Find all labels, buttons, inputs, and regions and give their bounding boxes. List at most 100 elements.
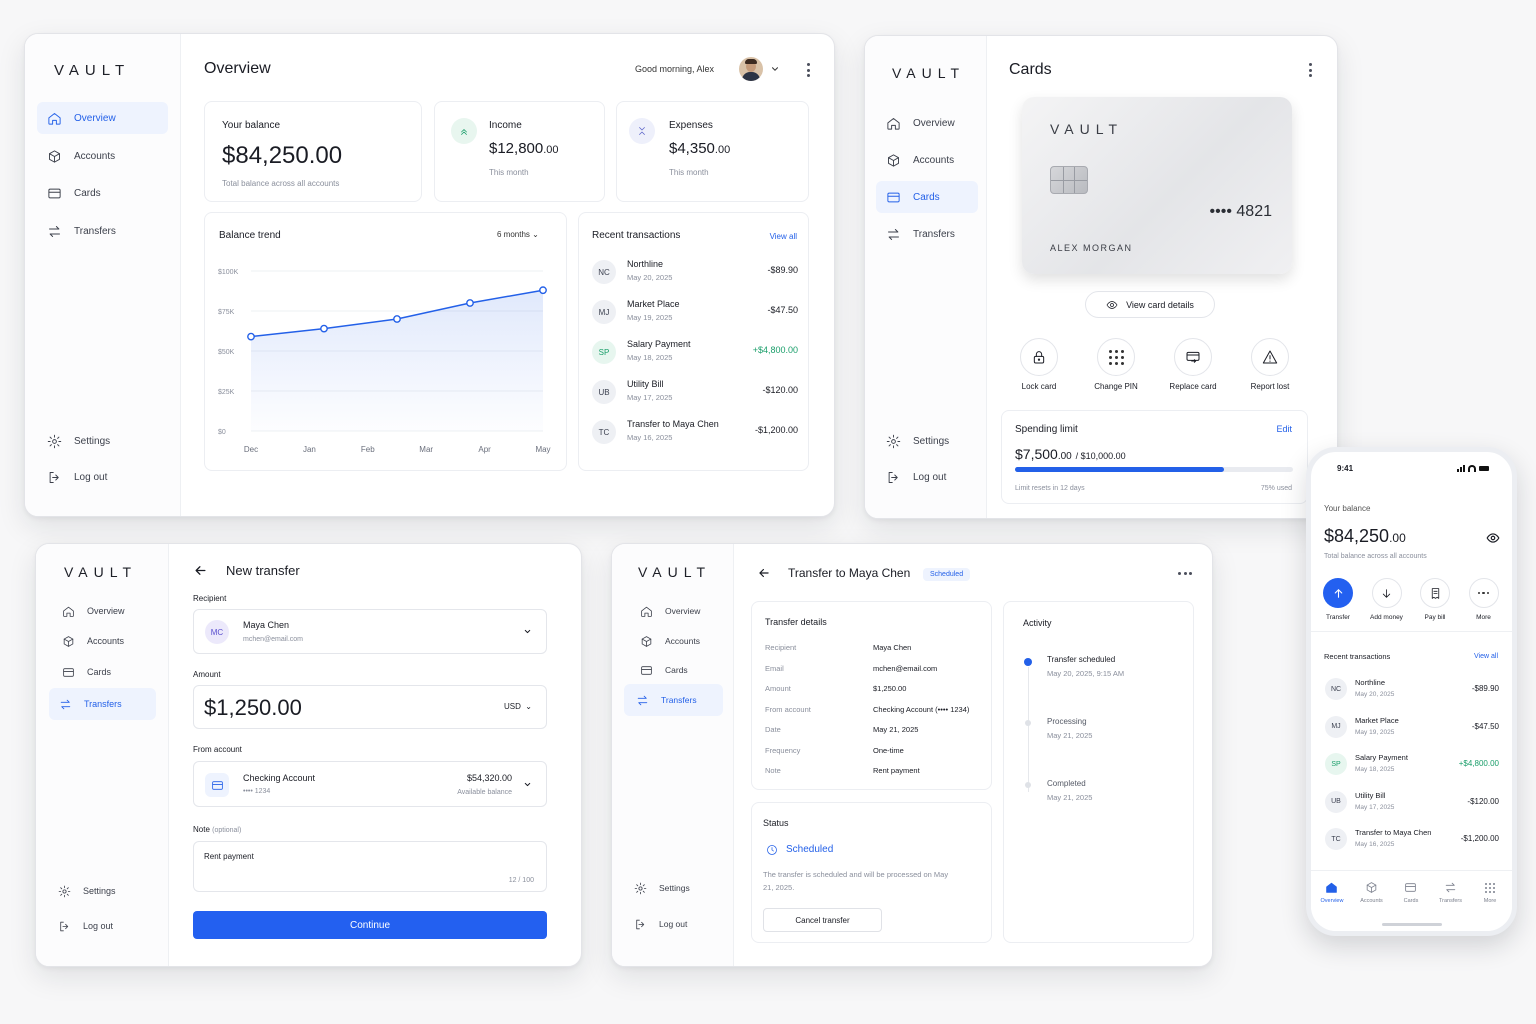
sidebar-item-settings[interactable]: Settings: [624, 872, 725, 904]
sidebar-item-logout[interactable]: Log out: [876, 461, 978, 493]
new-transfer-window: VAULT Overview Accounts Cards Transfers …: [35, 543, 582, 967]
add-money-action[interactable]: Add money: [1365, 578, 1409, 624]
sidebar-item-accounts[interactable]: Accounts: [630, 625, 725, 657]
transfer-detail-window: VAULT Overview Accounts Cards Transfers …: [611, 543, 1213, 967]
more-menu-icon[interactable]: [1308, 63, 1312, 77]
accounts-icon: [1365, 881, 1379, 895]
sidebar-item-transfers[interactable]: Transfers: [624, 684, 723, 716]
more-action[interactable]: More: [1462, 578, 1506, 624]
sidebar-item-cards[interactable]: Cards: [52, 656, 156, 688]
cards-window: VAULT Overview Accounts Cards Transfers …: [864, 35, 1338, 519]
tab-more[interactable]: More: [1472, 881, 1508, 911]
note-textarea[interactable]: Rent payment 12 / 100: [193, 841, 547, 892]
sidebar-item-accounts[interactable]: Accounts: [37, 140, 168, 172]
transaction-row[interactable]: NC Northline May 20, 2025 -$89.90: [1311, 676, 1512, 706]
recipient-select[interactable]: MC Maya Chen mchen@email.com: [193, 609, 547, 654]
sidebar-item-overview[interactable]: Overview: [52, 595, 156, 627]
back-arrow-icon[interactable]: [757, 566, 771, 580]
tab-cards[interactable]: Cards: [1393, 881, 1429, 911]
sidebar-item-settings[interactable]: Settings: [37, 425, 168, 457]
transaction-row[interactable]: UB Utility Bill May 17, 2025 -$120.00: [579, 376, 810, 410]
avatar[interactable]: [739, 57, 763, 81]
sidebar-item-settings[interactable]: Settings: [48, 875, 156, 907]
detail-label: Email: [765, 663, 784, 673]
trend-point[interactable]: [466, 299, 474, 307]
cancel-transfer-button[interactable]: Cancel transfer: [763, 908, 882, 932]
report-lost-button[interactable]: Report lost: [1236, 338, 1304, 391]
more-menu-icon[interactable]: [1178, 572, 1192, 576]
tab-accounts[interactable]: Accounts: [1354, 881, 1390, 911]
edit-limit-link[interactable]: Edit: [1276, 424, 1292, 434]
sidebar-item-accounts[interactable]: Accounts: [52, 625, 156, 657]
mobile-view-all-link[interactable]: View all: [1474, 653, 1498, 660]
chevron-down-icon[interactable]: [770, 64, 780, 74]
trend-point[interactable]: [393, 315, 401, 323]
spending-limit-fill: [1015, 467, 1224, 472]
spending-limit-value: $7,500.00 / $10,000.00: [1015, 446, 1126, 462]
transfer-action[interactable]: Transfer: [1316, 578, 1360, 624]
sidebar-item-overview[interactable]: Overview: [876, 107, 978, 139]
transaction-row[interactable]: TC Transfer to Maya Chen May 16, 2025 -$1,2…: [1311, 826, 1512, 856]
sidebar-item-transfers[interactable]: Transfers: [37, 215, 168, 247]
trend-point[interactable]: [539, 286, 547, 295]
transaction-row[interactable]: NC Northline May 20, 2025 -$89.90: [579, 256, 810, 290]
card-icon: [641, 665, 652, 675]
transaction-amount: -$1,200.00: [754, 425, 798, 435]
transaction-name: Salary Payment: [627, 339, 691, 349]
sidebar-item-overview[interactable]: Overview: [37, 102, 168, 134]
activity-dot: [1025, 782, 1031, 788]
sidebar-item-cards[interactable]: Cards: [876, 181, 978, 213]
logout-icon: [60, 921, 69, 931]
sidebar-item-cards[interactable]: Cards: [37, 177, 168, 209]
replace-card-button[interactable]: Replace card: [1159, 338, 1227, 391]
details-title: Transfer details: [765, 617, 827, 627]
eye-icon[interactable]: [1486, 531, 1500, 545]
transaction-row[interactable]: MJ Market Place May 19, 2025 -$47.50: [1311, 714, 1512, 744]
transaction-row[interactable]: MJ Market Place May 19, 2025 -$47.50: [579, 296, 810, 330]
from-account-label: From account: [193, 745, 242, 754]
transaction-row[interactable]: UB Utility Bill May 17, 2025 -$120.00: [1311, 789, 1512, 819]
tab-overview[interactable]: Overview: [1314, 881, 1350, 911]
income-card: Income $12,800.00 This month: [434, 101, 605, 202]
sidebar-item-cards[interactable]: Cards: [630, 654, 725, 686]
trend-point[interactable]: [247, 332, 255, 341]
from-account-select[interactable]: Checking Account •••• 1234 $54,320.00 Av…: [193, 761, 547, 807]
sidebar-item-logout[interactable]: Log out: [37, 461, 168, 493]
pay-bill-action[interactable]: Pay bill: [1413, 578, 1457, 624]
activity-title: Completed: [1047, 779, 1086, 788]
activity-dot: [1025, 720, 1031, 726]
sidebar-item-accounts[interactable]: Accounts: [876, 144, 978, 176]
currency-select[interactable]: USD ⌄: [503, 702, 532, 711]
change-pin-button[interactable]: Change PIN: [1082, 338, 1150, 391]
continue-button[interactable]: Continue: [193, 911, 547, 939]
sidebar-item-transfers[interactable]: Transfers: [876, 218, 978, 250]
transaction-amount: +$4,800.00: [1458, 759, 1499, 768]
transaction-name: Salary Payment: [1355, 753, 1408, 762]
view-card-details-button[interactable]: View card details: [1085, 291, 1215, 318]
sidebar-item-overview[interactable]: Overview: [630, 595, 725, 627]
limit-reset-text: Limit resets in 12 days: [1015, 485, 1085, 492]
transaction-row[interactable]: TC Transfer to Maya Chen May 16, 2025 -$1,2…: [579, 416, 810, 450]
eye-icon: [1106, 300, 1118, 309]
transaction-row[interactable]: SP Salary Payment May 18, 2025 +$4,800.00: [579, 336, 810, 370]
sidebar-item-logout[interactable]: Log out: [48, 910, 156, 942]
payment-card[interactable]: VAULT •••• 4821 ALEX MORGAN: [1022, 97, 1292, 274]
period-select[interactable]: 6 months ⌄: [497, 230, 539, 239]
sidebar-item-transfers[interactable]: Transfers: [49, 688, 156, 720]
more-menu-icon[interactable]: [806, 63, 810, 77]
trend-point[interactable]: [320, 324, 328, 333]
amount-input[interactable]: $1,250.00 USD ⌄: [193, 685, 547, 729]
back-arrow-icon[interactable]: [193, 563, 208, 578]
lock-card-button[interactable]: Lock card: [1005, 338, 1073, 391]
tab-transfers[interactable]: Transfers: [1433, 881, 1469, 911]
view-all-link[interactable]: View all: [769, 232, 797, 241]
detail-label: Recipient: [765, 643, 797, 652]
home-icon: [63, 606, 74, 617]
page-title: Overview: [204, 60, 271, 77]
transaction-avatar: MJ: [592, 300, 616, 324]
sidebar-item-settings[interactable]: Settings: [876, 425, 978, 457]
detail-value: $1,250.00: [873, 684, 907, 693]
transaction-avatar: NC: [592, 260, 616, 284]
transaction-row[interactable]: SP Salary Payment May 18, 2025 +$4,800.00: [1311, 751, 1512, 781]
sidebar-item-logout[interactable]: Log out: [624, 908, 725, 940]
